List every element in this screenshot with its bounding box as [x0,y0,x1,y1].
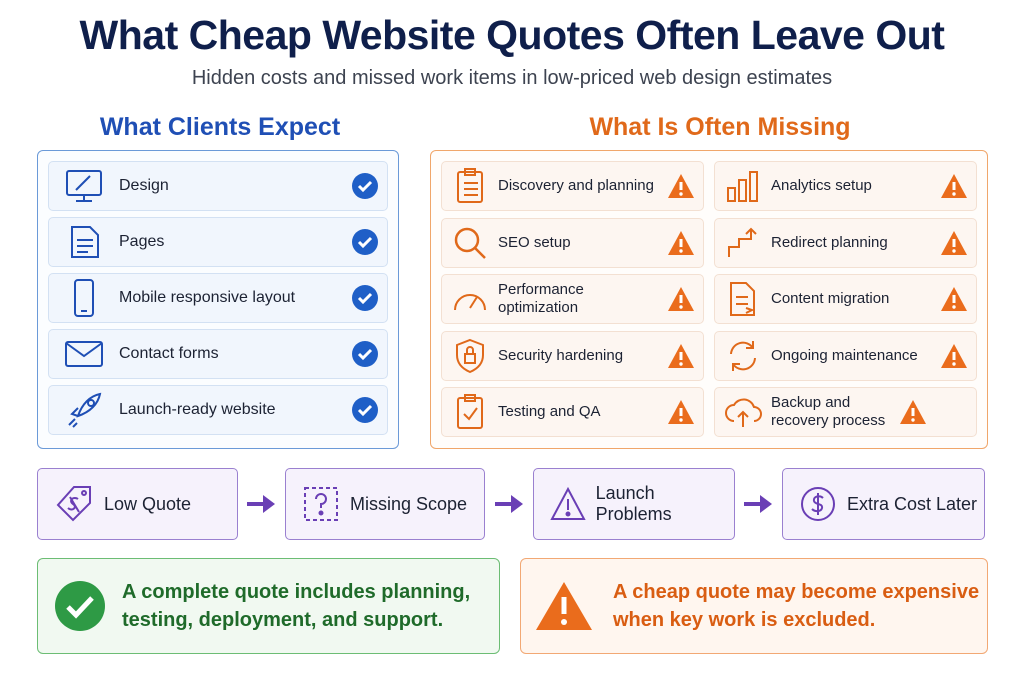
expect-panel: Design Pages Mobile responsive layout Co… [37,150,399,449]
warning [668,343,694,368]
warning-note: A cheap quote may become expensive when … [520,558,988,654]
item-text: Launch-ready website [119,401,276,418]
check [352,341,378,367]
check [352,397,378,423]
flow-step: Launch Problems [533,468,735,540]
check [352,229,378,255]
icon [550,487,586,520]
expect-item: Design [48,161,388,211]
item-text: Performance optimization [498,281,584,317]
item-text: Security hardening [498,346,624,364]
warning [668,287,694,312]
missing-item: Performance optimization [441,274,704,325]
icon [454,227,486,259]
item-text: Contact forms [119,345,219,362]
missing-item: Testing and QA [441,387,704,438]
icon [68,392,102,428]
step-label: Missing Scope [350,493,468,514]
icon [71,226,99,258]
missing-item: Content migration [714,274,977,325]
item-text: SEO setup [498,233,571,251]
note-text: A cheap quote may become expensive when … [613,581,980,631]
icon [66,170,102,202]
step-label: Launch Problems [595,483,672,524]
expect-item: Launch-ready website [48,385,388,435]
item-text: Discovery and planning [498,177,654,194]
step-label: Extra Cost Later [847,493,978,514]
item-text: Backup and recovery process [771,394,886,430]
icon [457,394,483,430]
icon [725,398,762,428]
missing-heading: What Is Often Missing [589,113,851,141]
warning [668,174,694,198]
step-label: Low Quote [104,493,192,514]
icon [74,279,94,317]
icon [727,171,758,202]
icon [56,486,91,522]
check [352,173,378,199]
flow-arrow [495,495,523,513]
expect-item: Pages [48,217,388,267]
icon [728,227,757,257]
item-text: Redirect planning [771,233,888,251]
warning [941,230,967,255]
missing-item: Security hardening [441,330,704,381]
flow-step: Low Quote [37,468,238,540]
icon [454,294,486,311]
icon [65,341,103,367]
warning [941,287,967,312]
warning [900,400,926,425]
missing-item: Discovery and planning [441,161,704,211]
missing-item: Ongoing maintenance [714,330,977,381]
item-text: Mobile responsive layout [119,289,296,306]
subtitle: Hidden costs and missed work items in lo… [191,67,833,89]
icon [457,168,483,203]
item-text: Ongoing maintenance [771,346,918,364]
missing-item: SEO setup [441,217,704,268]
note-text: A complete quote includes planning, test… [122,581,471,631]
item-text: Design [119,177,169,194]
missing-panel: Discovery and planning Analytics setup S… [430,150,988,449]
icon [456,338,484,373]
missing-item: Analytics setup [714,161,977,211]
flow-arrow [247,495,275,513]
item-text: Content migration [771,290,890,308]
expect-item: Mobile responsive layout [48,273,388,323]
warning [536,582,592,630]
icon [730,340,756,371]
warning [668,230,694,255]
flow-step: Extra Cost Later [782,468,985,540]
item-text: Testing and QA [498,403,601,421]
missing-item: Redirect planning [714,217,977,268]
expect-item: Contact forms [48,329,388,379]
missing-item: Backup and recovery process [714,387,977,438]
item-text: Pages [119,233,165,250]
check [55,581,105,631]
complete-note: A complete quote includes planning, test… [37,558,500,654]
icon [801,487,835,521]
title: What Cheap Website Quotes Often Leave Ou… [79,12,945,58]
expect-heading: What Clients Expect [99,113,341,141]
warning [668,400,694,425]
flow-arrow [744,495,772,513]
warning [941,343,967,368]
icon [304,487,338,521]
warning [941,174,967,198]
flow-step: Missing Scope [285,468,485,540]
check [352,285,378,311]
item-text: Analytics setup [771,177,872,194]
icon [730,282,755,317]
